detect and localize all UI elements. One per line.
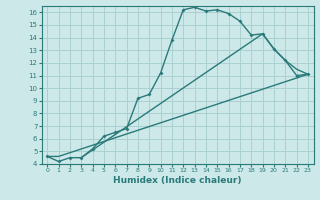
X-axis label: Humidex (Indice chaleur): Humidex (Indice chaleur) [113, 176, 242, 185]
